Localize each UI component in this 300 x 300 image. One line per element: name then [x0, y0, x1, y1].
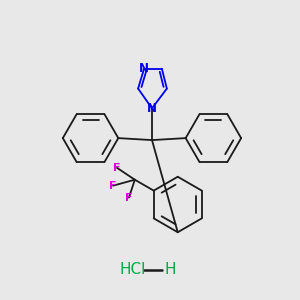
Text: HCl: HCl — [119, 262, 146, 278]
Text: N: N — [147, 102, 157, 115]
Text: H: H — [165, 262, 176, 278]
Text: F: F — [109, 181, 117, 191]
Text: F: F — [113, 163, 121, 173]
Text: F: F — [125, 193, 133, 202]
Text: N: N — [139, 62, 149, 75]
